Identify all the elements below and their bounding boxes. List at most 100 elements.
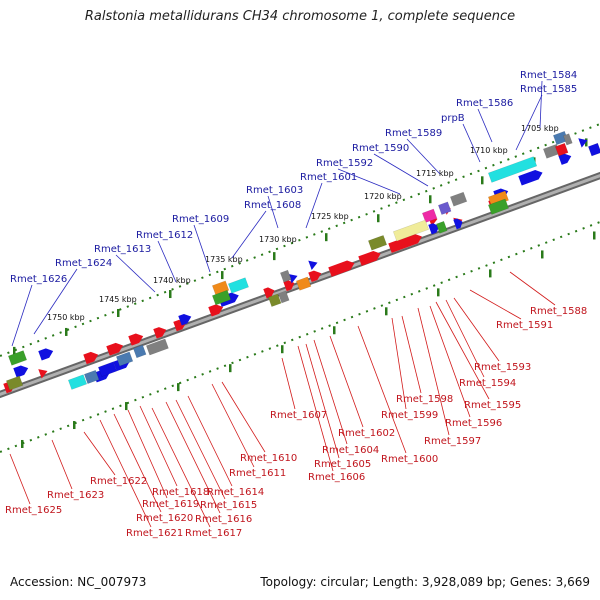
top-label-leader — [515, 94, 543, 151]
top-gene-label: Rmet_1590 — [352, 143, 409, 154]
bottom-gene-label: Rmet_1621 — [126, 528, 183, 539]
top-label-leader — [462, 123, 481, 163]
scale-tick — [333, 326, 336, 335]
reverse-gene-feature — [578, 138, 588, 148]
bottom-label-leader — [151, 407, 211, 528]
green-gene-feature — [211, 289, 232, 306]
bottom-gene-label: Rmet_1619 — [142, 499, 199, 510]
bottom-label-leader — [99, 419, 152, 528]
kbp-label: 1720 kbp — [364, 192, 402, 201]
bottom-label-leader — [469, 289, 522, 320]
bottom-label-leader — [329, 335, 364, 428]
reverse-gene-feature — [308, 260, 318, 271]
bottom-label-leader — [139, 405, 178, 487]
kbp-label: 1705 kbp — [521, 124, 559, 133]
reverse-gene-feature — [518, 169, 543, 186]
top-gene-label: Rmet_1624 — [55, 258, 112, 269]
scale-tick — [585, 138, 588, 147]
scale-tick — [117, 308, 120, 317]
scale-tick — [481, 176, 484, 185]
forward-gene-feature — [38, 369, 48, 379]
bottom-gene-label: Rmet_1606 — [308, 472, 365, 483]
bottom-gene-label: Rmet_1625 — [5, 505, 62, 516]
top-label-leader — [337, 168, 401, 195]
bottom-gene-label: Rmet_1604 — [322, 445, 379, 456]
bottom-label-leader — [417, 307, 450, 436]
top-label-leader — [406, 138, 441, 175]
bottom-gene-label: Rmet_1598 — [396, 394, 453, 405]
bottom-gene-label: Rmet_1591 — [496, 320, 553, 331]
bottom-gene-label: Rmet_1588 — [530, 306, 587, 317]
green-gene-feature — [487, 198, 509, 215]
bottom-gene-label: Rmet_1599 — [381, 410, 438, 421]
scale-tick — [177, 383, 180, 392]
top-label-leader — [267, 195, 279, 229]
scale-tick — [125, 402, 128, 411]
bottom-label-leader — [509, 271, 556, 306]
bottom-scale-track — [0, 221, 600, 453]
top-gene-label: Rmet_1586 — [456, 98, 513, 109]
top-gene-label: Rmet_1603 — [246, 185, 303, 196]
forward-gene-feature — [308, 270, 322, 283]
reverse-gene-feature — [558, 153, 572, 165]
bottom-gene-label: Rmet_1607 — [270, 410, 327, 421]
scale-tick — [541, 250, 544, 259]
kbp-label: 1730 kbp — [259, 235, 297, 244]
scale-tick — [273, 252, 276, 261]
green-gene-feature — [7, 350, 28, 366]
bottom-label-leader — [221, 381, 266, 453]
top-label-leader — [231, 210, 267, 259]
summary-text: Topology: circular; Length: 3,928,089 bp… — [260, 575, 590, 589]
bottom-gene-label: Rmet_1623 — [47, 490, 104, 501]
forward-gene-feature — [263, 287, 275, 299]
reverse-gene-feature — [453, 218, 463, 230]
gene-features — [3, 130, 600, 394]
bottom-label-leader — [9, 453, 31, 505]
reverse-gene-feature — [288, 273, 298, 284]
kbp-label: 1740 kbp — [153, 276, 191, 285]
steel-gene-feature — [115, 351, 134, 367]
map-title: Ralstonia metallidurans CH34 chromosome … — [84, 9, 516, 24]
bottom-gene-label: Rmet_1596 — [445, 418, 502, 429]
top-gene-label: Rmet_1626 — [10, 274, 67, 285]
forward-gene-feature — [208, 304, 224, 317]
gray-gene-feature — [145, 338, 169, 356]
olive-gene-feature — [267, 293, 282, 307]
top-gene-label: Rmet_1592 — [316, 158, 373, 169]
kbp-label: 1735 kbp — [205, 255, 243, 264]
top-gene-label: Rmet_1589 — [385, 128, 442, 139]
bottom-label-leader — [127, 409, 168, 499]
bottom-gene-label: Rmet_1618 — [152, 487, 209, 498]
forward-gene-feature — [83, 351, 99, 365]
magenta-gene-feature — [421, 208, 438, 223]
bottom-gene-label: Rmet_1616 — [195, 514, 252, 525]
bottom-label-leader — [313, 339, 348, 445]
bottom-label-leader — [281, 357, 296, 410]
kbp-label: 1710 kbp — [470, 146, 508, 155]
scale-tick — [489, 269, 492, 278]
forward-gene-feature — [153, 327, 167, 339]
kbp-label: 1745 kbp — [99, 295, 137, 304]
bottom-gene-label: Rmet_1615 — [200, 500, 257, 511]
scale-tick — [65, 327, 68, 336]
bottom-label-leader — [445, 299, 485, 378]
scale-tick — [429, 195, 432, 204]
bottom-label-leader — [187, 395, 233, 487]
top-label-leader — [157, 240, 177, 283]
bottom-label-leader — [453, 297, 500, 362]
reverse-gene-feature — [428, 223, 440, 235]
scale-tick — [73, 421, 76, 430]
top-gene-label: Rmet_1612 — [136, 230, 193, 241]
forward-gene-feature — [554, 142, 569, 157]
gray-gene-feature — [562, 133, 573, 146]
accession-text: Accession: NC_007973 — [10, 575, 147, 589]
top-scale-track — [0, 123, 600, 357]
bottom-gene-label: Rmet_1611 — [229, 468, 286, 479]
bottom-gene-label: Rmet_1620 — [136, 513, 193, 524]
top-label-leader — [11, 284, 33, 347]
steel-gene-feature — [132, 344, 147, 359]
top-label-leader — [193, 224, 211, 273]
bottom-gene-label: Rmet_1622 — [90, 476, 147, 487]
